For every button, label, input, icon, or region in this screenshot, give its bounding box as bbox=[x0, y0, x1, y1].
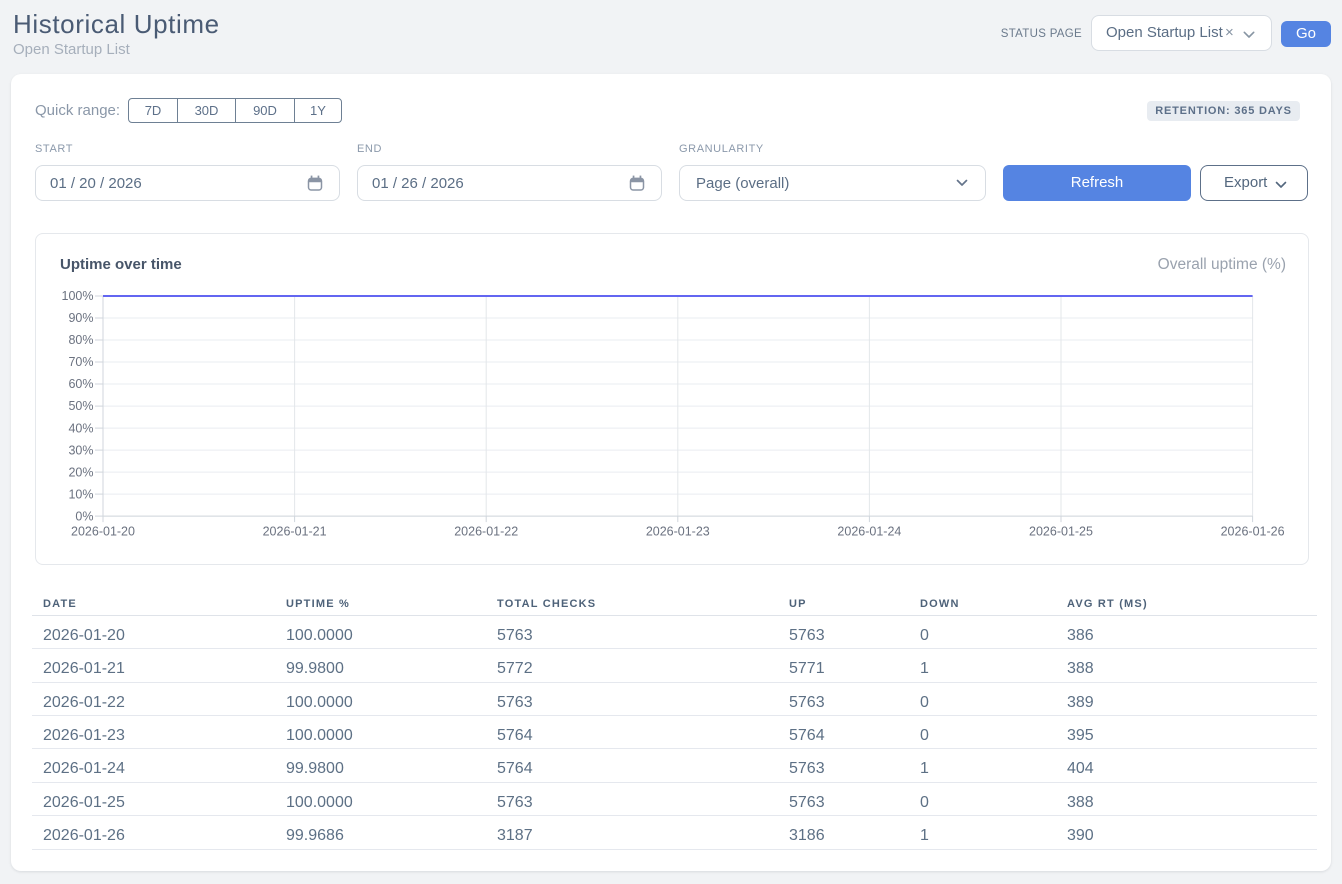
svg-text:2026-01-26: 2026-01-26 bbox=[1221, 525, 1285, 539]
svg-text:0%: 0% bbox=[75, 509, 93, 523]
svg-text:2026-01-20: 2026-01-20 bbox=[71, 525, 135, 539]
svg-text:40%: 40% bbox=[68, 421, 93, 435]
svg-text:2026-01-25: 2026-01-25 bbox=[1029, 525, 1093, 539]
svg-text:60%: 60% bbox=[68, 377, 93, 391]
svg-text:50%: 50% bbox=[68, 399, 93, 413]
svg-text:100%: 100% bbox=[62, 289, 94, 303]
svg-text:30%: 30% bbox=[68, 443, 93, 457]
svg-text:90%: 90% bbox=[68, 311, 93, 325]
svg-text:20%: 20% bbox=[68, 465, 93, 479]
svg-text:2026-01-21: 2026-01-21 bbox=[263, 525, 327, 539]
svg-text:80%: 80% bbox=[68, 333, 93, 347]
svg-text:2026-01-22: 2026-01-22 bbox=[454, 525, 518, 539]
svg-text:10%: 10% bbox=[68, 487, 93, 501]
svg-text:2026-01-23: 2026-01-23 bbox=[646, 525, 710, 539]
svg-text:70%: 70% bbox=[68, 355, 93, 369]
svg-text:2026-01-24: 2026-01-24 bbox=[837, 525, 901, 539]
